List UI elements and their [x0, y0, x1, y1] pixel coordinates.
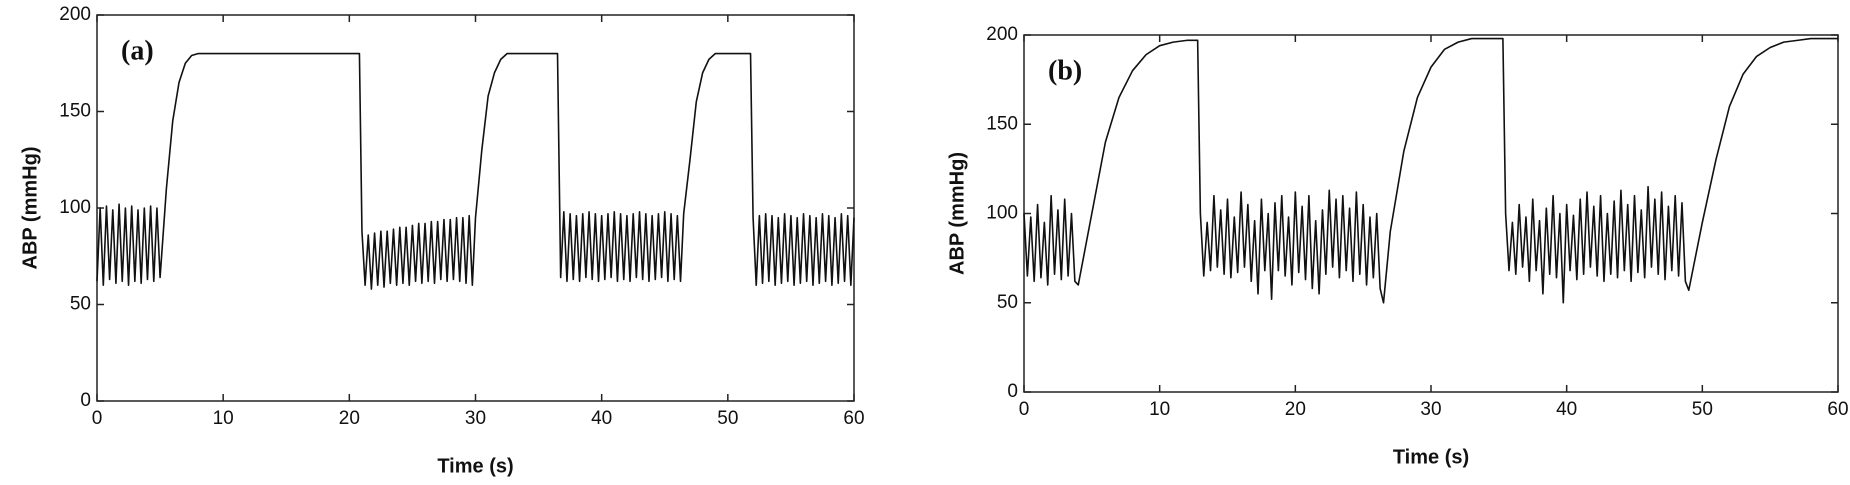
- plot-frame: [96, 14, 855, 402]
- y-tick-label: 0: [80, 390, 91, 411]
- y-tick-label: 50: [70, 294, 91, 315]
- x-tick-label: 40: [1556, 399, 1577, 420]
- y-tick-label: 50: [997, 292, 1018, 313]
- data-line: [1023, 37, 1838, 304]
- y-tick-label: 150: [59, 101, 91, 122]
- x-tick-label: 60: [843, 408, 864, 429]
- x-tick-label: 30: [1420, 399, 1441, 420]
- panel-label: (a): [121, 35, 154, 66]
- x-tick-label: 20: [1285, 399, 1306, 420]
- x-tick-label: 20: [339, 408, 360, 429]
- y-tick-label: 0: [1007, 381, 1018, 402]
- x-tick-label: 10: [1149, 399, 1170, 420]
- x-tick-label: 0: [92, 408, 103, 429]
- x-tick-label: 60: [1827, 399, 1848, 420]
- y-tick-label: 100: [59, 197, 91, 218]
- y-tick-label: 200: [59, 4, 91, 25]
- data-line: [96, 52, 855, 290]
- panel-label: (b): [1048, 55, 1082, 86]
- plot-frame: [1023, 34, 1839, 393]
- y-tick-label: 100: [986, 203, 1018, 224]
- y-tick-label: 200: [986, 24, 1018, 45]
- y-tick-label: 150: [986, 113, 1018, 134]
- y-axis-label: ABP (mmHg): [19, 147, 41, 270]
- x-tick-label: 0: [1019, 399, 1030, 420]
- x-axis-label: Time (s): [437, 455, 513, 477]
- x-axis-label: Time (s): [1393, 446, 1469, 468]
- x-tick-label: 50: [1692, 399, 1713, 420]
- x-tick-label: 10: [213, 408, 234, 429]
- y-axis-label: ABP (mmHg): [946, 152, 968, 275]
- x-tick-label: 30: [465, 408, 486, 429]
- x-tick-label: 40: [591, 408, 612, 429]
- x-tick-label: 50: [717, 408, 738, 429]
